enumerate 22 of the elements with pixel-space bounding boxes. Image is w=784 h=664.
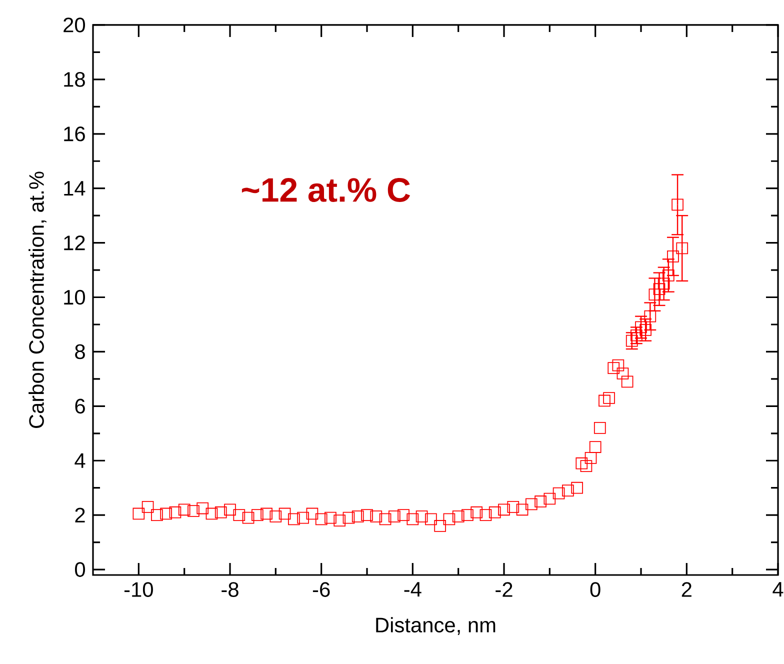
x-tick-label: 4: [772, 582, 784, 597]
x-tick-label: -2: [496, 582, 512, 597]
y-axis-title: Carbon Concentration, at.%: [28, 172, 46, 428]
y-tick-label: 16: [64, 126, 85, 142]
x-axis-title: Distance, nm: [376, 617, 496, 635]
y-tick-label: 20: [64, 18, 86, 32]
y-tick-label: 8: [75, 344, 85, 360]
x-tick-label: -8: [222, 582, 238, 597]
y-tick-label: 0: [75, 562, 86, 577]
x-tick-label: -4: [404, 582, 422, 597]
y-tick-label: 14: [64, 181, 86, 196]
y-tick-label: 12: [64, 236, 85, 250]
x-tick-label: 2: [682, 582, 692, 597]
x-tick-label: -6: [312, 582, 330, 597]
y-tick-label: 4: [74, 453, 86, 468]
y-tick-label: 18: [64, 72, 85, 87]
x-tick-label: 0: [590, 582, 600, 597]
y-tick-label: 2: [75, 508, 85, 522]
y-tick-label: 10: [64, 290, 86, 305]
y-tick-label: 6: [75, 398, 85, 414]
annotation: ~12 at.% C: [242, 178, 410, 202]
x-tick-label: -10: [124, 582, 153, 597]
